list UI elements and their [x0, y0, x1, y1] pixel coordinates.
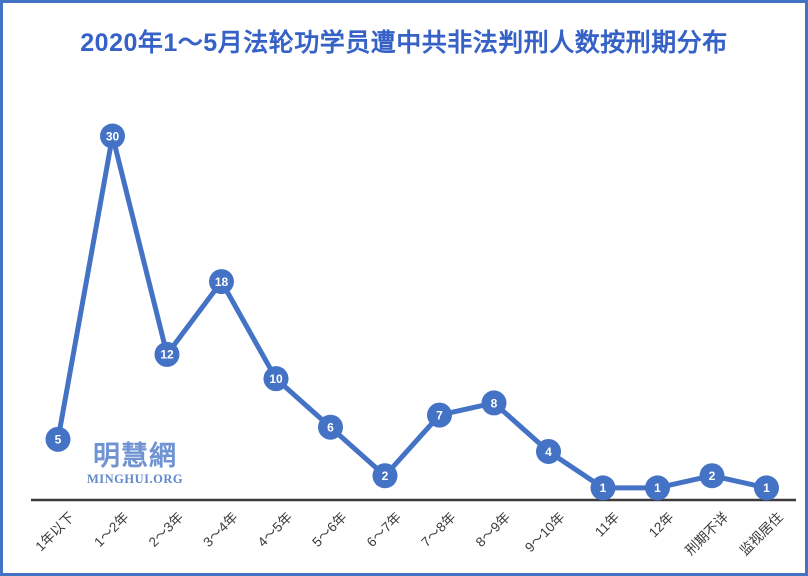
data-point: 6	[318, 414, 343, 440]
chart-title: 2020年1～5月法轮功学员遭中共非法判刑人数按刑期分布	[80, 29, 728, 57]
data-point-label: 1	[763, 481, 770, 495]
x-tick-label: 7～8年	[418, 510, 458, 550]
data-point-label: 10	[269, 372, 283, 386]
data-point: 5	[45, 426, 71, 452]
data-point-marker	[263, 366, 289, 392]
data-point-marker	[645, 475, 670, 501]
watermark-url: MINGHUI.ORG	[86, 472, 184, 486]
data-point-label: 7	[436, 408, 443, 422]
data-point: 10	[263, 366, 289, 392]
data-point-label: 4	[545, 445, 552, 459]
data-point-marker	[481, 390, 507, 416]
x-tick-label: 2～3年	[146, 510, 186, 550]
data-point-label: 5	[55, 433, 62, 447]
data-point-marker	[318, 414, 343, 440]
data-point-marker	[590, 475, 616, 501]
data-point-label: 30	[106, 129, 120, 143]
data-point: 7	[427, 402, 452, 428]
data-point: 1	[754, 475, 779, 501]
x-tick-label: 1～2年	[91, 510, 131, 550]
data-point: 1	[590, 475, 616, 501]
data-point-marker	[154, 341, 180, 367]
data-point-marker	[536, 438, 561, 464]
data-point-marker	[754, 475, 779, 501]
data-point-marker	[372, 463, 398, 489]
data-point-label: 6	[327, 421, 334, 435]
x-tick-label: 4～5年	[255, 510, 295, 550]
data-point-label: 18	[215, 275, 229, 289]
data-point: 1	[645, 475, 670, 501]
x-tick-label: 监视居住	[737, 510, 786, 559]
watermark-chinese: 明慧網	[93, 441, 177, 471]
data-point: 2	[372, 463, 398, 489]
x-tick-label: 9～10年	[522, 510, 568, 556]
data-point-label: 1	[654, 481, 661, 495]
data-point-label: 8	[491, 396, 498, 410]
x-tick-label: 1年以下	[33, 510, 78, 555]
data-point-marker	[699, 463, 725, 489]
x-tick-label: 12年	[646, 510, 677, 541]
data-point: 2	[699, 463, 725, 489]
data-point-label: 1	[600, 481, 607, 495]
data-point: 12	[154, 341, 180, 367]
data-point-marker	[45, 426, 71, 452]
data-series-line	[55, 133, 769, 491]
data-point-label: 12	[160, 348, 174, 362]
data-point: 8	[481, 390, 507, 416]
data-point: 4	[536, 438, 561, 464]
data-point: 18	[209, 269, 234, 295]
x-tick-label: 刑期不详	[682, 510, 731, 559]
x-tick-label: 3～4年	[200, 510, 240, 550]
data-point-label: 2	[709, 469, 716, 483]
x-tick-label: 11年	[592, 510, 622, 540]
data-point-marker	[427, 402, 452, 428]
minghui-watermark: 明慧網 MINGHUI.ORG	[85, 443, 185, 486]
data-point: 30	[100, 123, 125, 149]
data-point-marker	[100, 123, 125, 149]
data-point-marker	[209, 269, 234, 295]
data-point-label: 2	[382, 469, 389, 483]
x-tick-label: 8～9年	[473, 510, 513, 550]
x-tick-label: 5～6年	[309, 510, 349, 550]
x-tick-label: 6～7年	[364, 510, 404, 550]
